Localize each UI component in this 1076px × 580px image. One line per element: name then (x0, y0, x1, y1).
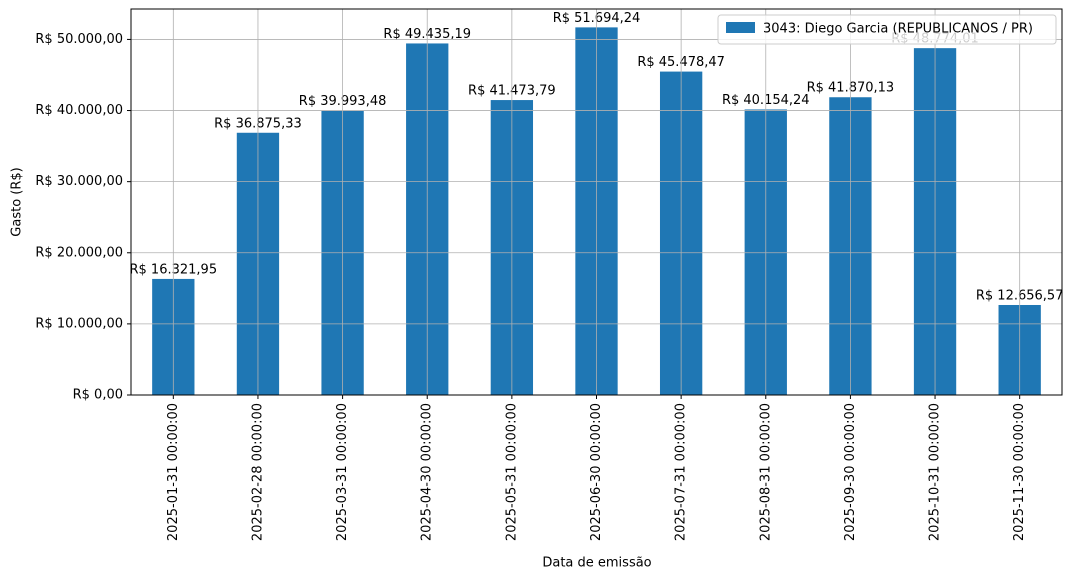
y-tick-label: R$ 50.000,00 (35, 32, 123, 47)
y-axis-label: Gasto (R$) (10, 167, 25, 236)
legend (717, 14, 1057, 45)
y-tick-label: R$ 20.000,00 (35, 245, 123, 260)
x-tick-label: 2025-10-31 00:00:00 (928, 403, 943, 541)
x-axis-label: Data de emissão (542, 556, 651, 571)
x-tick-label: 2025-11-30 00:00:00 (1012, 403, 1027, 541)
x-tick-label: 2025-06-30 00:00:00 (589, 403, 604, 541)
y-tick-label: R$ 10.000,00 (35, 316, 123, 331)
x-tick-label: 2025-02-28 00:00:00 (250, 403, 265, 541)
legend-label: 3043: Diego Garcia (REPUBLICANOS / PR) (763, 22, 1033, 37)
y-tick-label: R$ 0,00 (73, 388, 123, 403)
y-tick-label: R$ 40.000,00 (35, 103, 123, 118)
x-tick-label: 2025-05-31 00:00:00 (504, 403, 519, 541)
x-tick-label: 2025-08-31 00:00:00 (758, 403, 773, 541)
x-tick-label: 2025-04-30 00:00:00 (420, 403, 435, 541)
x-tick-label: 2025-07-31 00:00:00 (674, 403, 689, 541)
legend-swatch (726, 22, 755, 33)
y-tick-label: R$ 30.000,00 (35, 174, 123, 189)
x-tick-label: 2025-01-31 00:00:00 (166, 403, 181, 541)
x-tick-label: 2025-09-30 00:00:00 (843, 403, 858, 541)
x-tick-label: 2025-03-31 00:00:00 (335, 403, 350, 541)
plot-frame (130, 8, 1063, 396)
